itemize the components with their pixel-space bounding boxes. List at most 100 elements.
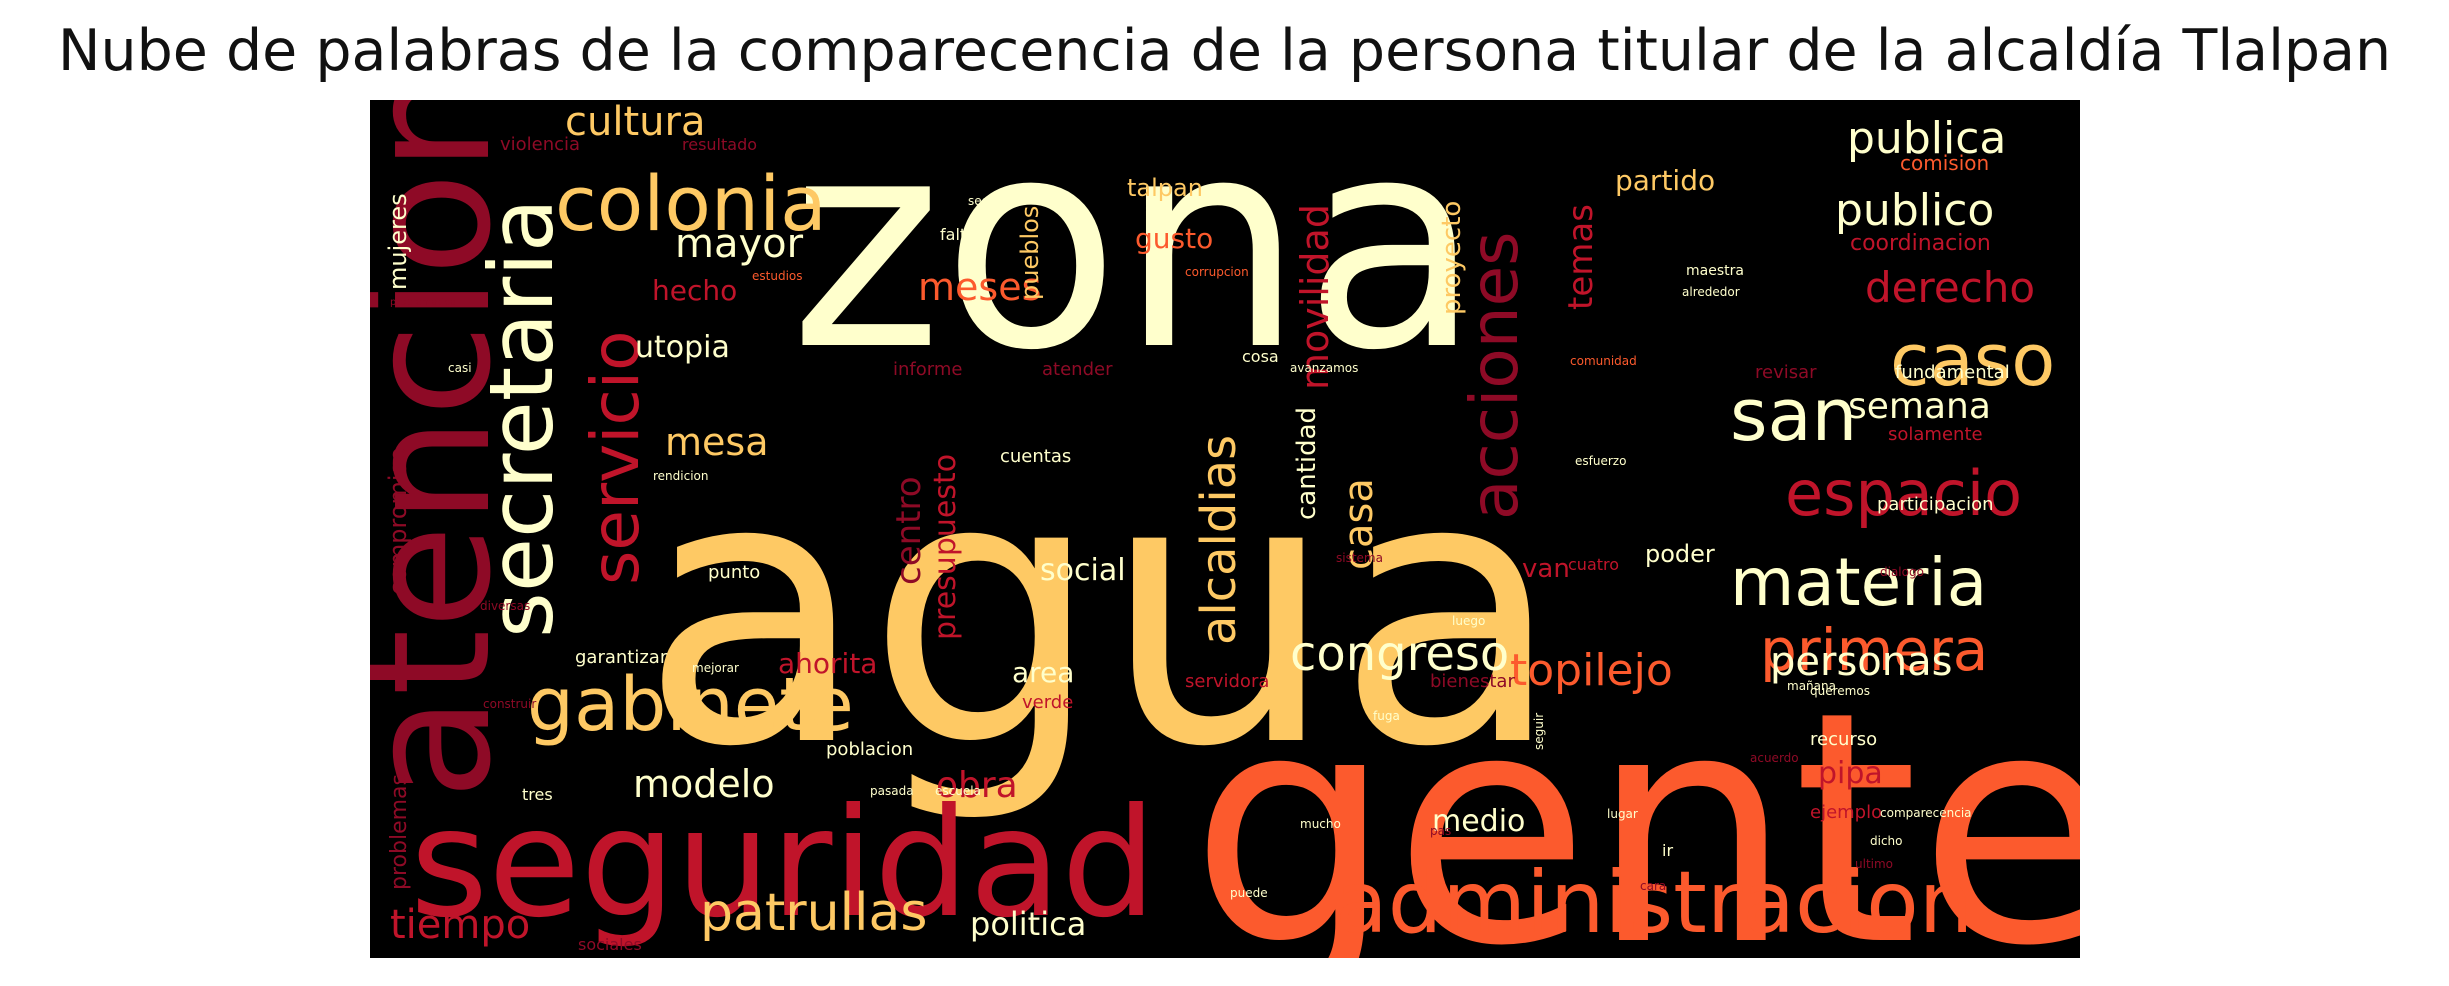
word-cultura: cultura bbox=[565, 100, 705, 145]
word-ejemplo: ejemplo bbox=[1810, 802, 1882, 823]
word-hacemos: hacemos bbox=[1020, 325, 1074, 339]
word-violencia: violencia bbox=[500, 134, 580, 155]
chart-title: Nube de palabras de la comparecencia de … bbox=[57, 18, 2392, 84]
word-sistema: sistema bbox=[1336, 551, 1383, 565]
word-medio: medio bbox=[1432, 804, 1525, 839]
word-pasada: pasada bbox=[870, 784, 914, 798]
word-diversas: diversas bbox=[480, 599, 530, 613]
word-san: san bbox=[1730, 373, 1857, 457]
word-problemas: problemas bbox=[387, 774, 412, 890]
word-seguridad: seguridad bbox=[410, 777, 1156, 951]
word-falta: falta bbox=[940, 225, 976, 244]
word-comision: comision bbox=[1900, 151, 1989, 175]
word-cloud-background bbox=[370, 100, 2080, 958]
word-acciones: acciones bbox=[1456, 231, 1533, 520]
word-semana: semana bbox=[1848, 386, 1991, 427]
word-bienestar: bienestar bbox=[1430, 671, 1515, 692]
word-secretaria: secretaria bbox=[470, 198, 573, 638]
word-fundamental: fundamental bbox=[1895, 362, 2010, 383]
word-dialogo: dialogo bbox=[1880, 565, 1924, 579]
word-casi: casi bbox=[448, 361, 472, 375]
word-mayor: mayor bbox=[675, 221, 804, 267]
word-primera: primera bbox=[1760, 616, 1988, 684]
word-revisar: revisar bbox=[1755, 362, 1817, 383]
word-cara: cara bbox=[1640, 879, 1666, 893]
word-atender: atender bbox=[1042, 359, 1113, 380]
word-esfuerzo: esfuerzo bbox=[1575, 454, 1626, 468]
word-proyecto: proyecto bbox=[1437, 201, 1467, 315]
word-problematica: problematica bbox=[390, 297, 456, 308]
word-meses: meses bbox=[918, 265, 1041, 309]
word-zona: zona bbox=[790, 100, 1481, 414]
word-topilejo: topilejo bbox=[1510, 645, 1673, 696]
word-recurso: recurso bbox=[1810, 729, 1877, 750]
word-cuatro: cuatro bbox=[1568, 555, 1619, 574]
word-cuentas: cuentas bbox=[1000, 446, 1071, 467]
word-social: social bbox=[1040, 553, 1126, 588]
word-tres: tres bbox=[522, 785, 553, 804]
word-participacion: participacion bbox=[1877, 494, 1994, 515]
word-partido: partido bbox=[1615, 164, 1715, 197]
word-solamente: solamente bbox=[1888, 424, 1983, 445]
word-pueblos: pueblos bbox=[1016, 206, 1044, 300]
word-gusto: gusto bbox=[1135, 222, 1213, 255]
word-mesa: mesa bbox=[665, 420, 768, 464]
word-maestra: maestra bbox=[1686, 263, 1744, 279]
word-alrededor: alrededor bbox=[1682, 285, 1740, 299]
word-corrupcion: corrupcion bbox=[1185, 265, 1249, 279]
word-colonia: colonia bbox=[555, 159, 827, 248]
word-comparecencia: comparecencia bbox=[1880, 806, 1972, 820]
word-mañana: mañana bbox=[1787, 679, 1836, 693]
word-resultado: resultado bbox=[682, 135, 757, 154]
word-agua: agua bbox=[640, 398, 1563, 828]
word-sociales: sociales bbox=[578, 935, 642, 954]
word-espacio: espacio bbox=[1785, 457, 2022, 530]
word-construir: construir bbox=[483, 697, 536, 711]
word-movilidad: movilidad bbox=[1293, 204, 1337, 390]
word-segunda: segunda bbox=[968, 194, 1019, 208]
word-punto: punto bbox=[708, 562, 760, 583]
word-cantidad: cantidad bbox=[1292, 407, 1322, 520]
word-informe: informe bbox=[893, 359, 962, 380]
word-politica: politica bbox=[970, 905, 1086, 943]
word-servidora: servidora bbox=[1185, 671, 1269, 692]
word-tiempo: tiempo bbox=[390, 902, 530, 948]
word-personas: personas bbox=[1770, 639, 1952, 685]
word-caso: caso bbox=[1890, 318, 2055, 402]
word-mucho: mucho bbox=[1300, 817, 1341, 831]
word-patrullas: patrullas bbox=[700, 883, 927, 943]
word-hecho: hecho bbox=[652, 274, 737, 307]
word-temas: temas bbox=[1561, 204, 1601, 310]
word-centro: centro bbox=[889, 476, 929, 585]
word-fuga: fuga bbox=[1373, 709, 1400, 723]
word-administracion: administracion bbox=[1335, 853, 1973, 953]
word-utopia: utopia bbox=[635, 330, 730, 365]
word-luego: luego bbox=[1452, 614, 1485, 628]
word-publica: publica bbox=[1847, 113, 2006, 164]
word-dicho: dicho bbox=[1870, 834, 1903, 848]
word-mejorar: mejorar bbox=[692, 661, 739, 675]
word-coordinacion: coordinacion bbox=[1850, 231, 1991, 256]
word-congreso: congreso bbox=[1290, 626, 1509, 682]
word-seguir: seguir bbox=[1532, 713, 1546, 750]
word-ultimo: ultimo bbox=[1855, 857, 1893, 871]
word-obra: obra bbox=[936, 765, 1018, 806]
word-area: area bbox=[1012, 656, 1074, 689]
word-acuerdo: acuerdo bbox=[1750, 751, 1799, 765]
word-pas: pas bbox=[1430, 824, 1451, 838]
word-modelo: modelo bbox=[633, 762, 775, 806]
word-casa: casa bbox=[1336, 478, 1382, 570]
word-ir: ir bbox=[1662, 841, 1673, 860]
word-servicio: servicio bbox=[577, 330, 654, 585]
word-mujeres: mujeres bbox=[384, 193, 412, 290]
word-materia: materia bbox=[1730, 544, 1987, 621]
word-garantizar: garantizar bbox=[575, 647, 668, 668]
word-pipa: pipa bbox=[1818, 756, 1883, 791]
word-poder: poder bbox=[1645, 540, 1715, 568]
word-estudios: estudios bbox=[752, 269, 803, 283]
word-talpan: talpan bbox=[1127, 174, 1203, 202]
word-alcaldias: alcaldias bbox=[1191, 435, 1247, 645]
word-publico: publico bbox=[1835, 185, 1994, 236]
